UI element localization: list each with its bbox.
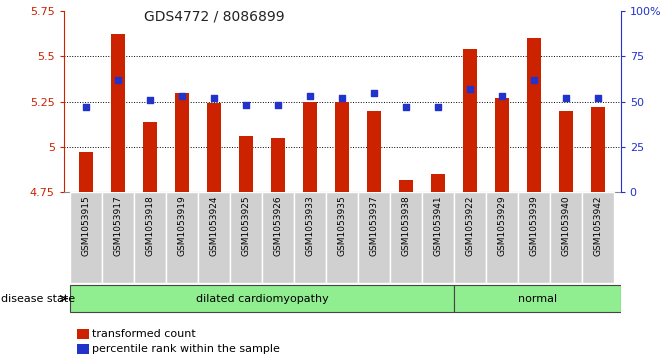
Text: percentile rank within the sample: percentile rank within the sample (92, 344, 280, 354)
Point (305, 93, 315, 99)
Bar (262, 192, 294, 283)
Point (209, 95, 219, 101)
Bar (70, 192, 102, 283)
Bar (134, 192, 166, 283)
Point (113, 77, 123, 83)
Bar (70, 285, 454, 313)
Text: GSM1053915: GSM1053915 (82, 195, 91, 256)
Point (337, 95, 348, 101)
Bar (391, 192, 422, 283)
Text: GSM1053925: GSM1053925 (242, 195, 251, 256)
Bar (358, 192, 391, 283)
Bar (422, 192, 454, 283)
Bar (79, 152, 93, 192)
Text: GSM1053917: GSM1053917 (113, 195, 123, 256)
Text: GSM1053933: GSM1053933 (306, 195, 315, 256)
Point (145, 97, 156, 103)
Text: transformed count: transformed count (92, 329, 196, 339)
Text: GSM1053929: GSM1053929 (498, 195, 507, 256)
Point (593, 95, 604, 101)
Bar (335, 102, 350, 192)
Text: GSM1053940: GSM1053940 (562, 195, 571, 256)
Bar (486, 192, 518, 283)
Text: GSM1053919: GSM1053919 (178, 195, 187, 256)
Point (241, 102, 252, 108)
Bar (207, 103, 221, 192)
Point (81, 104, 91, 110)
Point (529, 77, 539, 83)
Text: GSM1053935: GSM1053935 (338, 195, 347, 256)
Text: GSM1053926: GSM1053926 (274, 195, 282, 256)
Bar (111, 34, 125, 192)
Point (561, 95, 572, 101)
Text: GDS4772 / 8086899: GDS4772 / 8086899 (144, 9, 285, 23)
Bar (271, 138, 285, 192)
Text: disease state: disease state (1, 294, 74, 303)
Text: GSM1053938: GSM1053938 (402, 195, 411, 256)
Bar (166, 192, 198, 283)
Point (176, 93, 187, 99)
Bar (175, 93, 189, 192)
Bar (143, 122, 158, 192)
Text: GSM1053939: GSM1053939 (530, 195, 539, 256)
Bar (495, 98, 509, 192)
Bar (550, 192, 582, 283)
Text: dilated cardiomyopathy: dilated cardiomyopathy (196, 294, 329, 303)
Bar (463, 49, 478, 192)
Bar (559, 111, 574, 192)
Point (369, 90, 380, 95)
Text: GSM1053924: GSM1053924 (209, 195, 219, 256)
Bar (454, 285, 621, 313)
Text: GSM1053942: GSM1053942 (594, 195, 603, 256)
Point (497, 93, 508, 99)
Text: normal: normal (518, 294, 557, 303)
Point (433, 104, 444, 110)
Point (465, 86, 476, 92)
Text: GSM1053937: GSM1053937 (370, 195, 378, 256)
Bar (399, 180, 413, 192)
Text: GSM1053922: GSM1053922 (466, 195, 475, 256)
Point (401, 104, 411, 110)
Bar (102, 192, 134, 283)
Bar (527, 38, 541, 192)
Bar (431, 174, 446, 192)
Bar (367, 111, 381, 192)
Bar (239, 136, 254, 192)
Bar (454, 192, 486, 283)
Bar (303, 102, 317, 192)
Bar (518, 192, 550, 283)
Text: GSM1053918: GSM1053918 (146, 195, 154, 256)
Bar (198, 192, 230, 283)
Bar (582, 192, 614, 283)
Bar (294, 192, 326, 283)
Bar (230, 192, 262, 283)
Point (273, 102, 284, 108)
Bar (326, 192, 358, 283)
Bar (591, 107, 605, 192)
Text: GSM1053941: GSM1053941 (433, 195, 443, 256)
